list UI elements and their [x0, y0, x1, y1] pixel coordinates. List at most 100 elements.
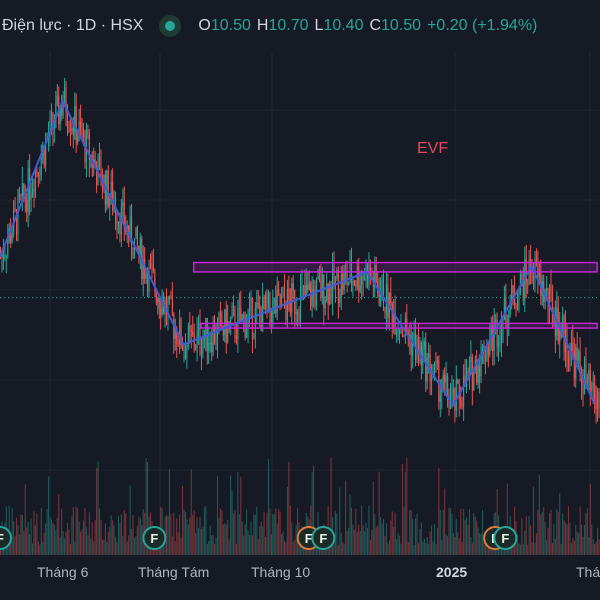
candle-body: [301, 286, 303, 290]
candle-body: [436, 360, 438, 363]
candle-body: [582, 386, 584, 394]
candle-body: [132, 249, 134, 259]
candle-body: [81, 127, 83, 137]
candle-body: [171, 298, 173, 315]
volume-bar: [167, 515, 169, 555]
candle-body: [294, 290, 296, 314]
symbol-title[interactable]: Điện lực · 1D · HSX: [2, 17, 144, 34]
volume-bar: [85, 527, 87, 555]
candle-body: [72, 127, 74, 133]
candle-body: [463, 375, 465, 407]
volume-bar: [384, 535, 386, 555]
candle-body: [326, 283, 328, 301]
volume-bar: [81, 529, 83, 555]
volume-bar: [33, 511, 35, 555]
candle-body: [479, 365, 481, 377]
volume-bar: [438, 467, 440, 555]
volume-bar: [20, 514, 22, 555]
volume-bar: [563, 520, 565, 555]
candle-body: [502, 319, 504, 341]
candle-body: [192, 332, 194, 334]
candle-body: [133, 238, 136, 259]
volume-bar: [333, 542, 335, 555]
candle-body: [302, 285, 304, 287]
volume-bar: [579, 506, 581, 555]
candle-body: [554, 316, 556, 336]
candle-body: [579, 351, 581, 370]
volume-bar: [546, 539, 548, 555]
candle-body: [123, 202, 125, 229]
candlestick-series: [0, 77, 600, 424]
volume-bar: [394, 512, 396, 555]
volume-bar: [311, 472, 313, 555]
candle-body: [71, 127, 73, 132]
candle-body: [391, 303, 393, 327]
volume-bar: [103, 540, 105, 555]
candle-body: [397, 328, 399, 332]
candle-body: [240, 308, 242, 322]
volume-bar: [61, 508, 63, 555]
volume-bar: [106, 541, 108, 555]
volume-bar: [372, 481, 374, 555]
candle-body: [36, 170, 38, 173]
volume-bar: [279, 511, 281, 555]
chart-annotation[interactable]: EVF: [417, 140, 449, 157]
volume-bar: [193, 510, 195, 555]
volume-bar: [299, 540, 302, 555]
volume-bar: [15, 517, 18, 555]
candle-body: [272, 300, 274, 325]
candle-body: [329, 284, 331, 305]
volume-bar: [294, 539, 296, 555]
volume-bar: [548, 512, 551, 555]
candle-body: [570, 342, 572, 356]
candle-body: [20, 195, 22, 197]
candle-body: [464, 375, 466, 387]
volume-bar: [66, 522, 69, 555]
candle-body: [512, 285, 514, 293]
candle-body: [224, 309, 226, 336]
zigzag-line: [0, 98, 596, 408]
candle-body: [202, 340, 204, 354]
volume-bar: [598, 539, 600, 555]
candle-body: [595, 402, 597, 410]
volume-bar: [375, 527, 377, 555]
event-marker-icon: [142, 526, 167, 550]
volume-bar: [29, 534, 31, 555]
volume-bar: [251, 535, 253, 555]
volume-bar: [285, 542, 287, 555]
volume-bar: [174, 541, 176, 555]
candle-body: [110, 181, 112, 199]
volume-bar: [355, 508, 357, 555]
volume-bar: [24, 484, 26, 555]
volume-bar: [570, 543, 572, 555]
resistance-zone: [192, 261, 598, 273]
candle-body: [82, 132, 85, 137]
candle-body: [503, 296, 505, 320]
candle-body: [145, 272, 147, 279]
low-value: 10.40: [323, 17, 364, 34]
candle-body: [594, 382, 596, 403]
candle-body: [152, 266, 154, 272]
candle-body: [385, 283, 387, 313]
candle-body: [589, 370, 591, 391]
candle-body: [476, 359, 478, 384]
candle-body: [263, 296, 265, 309]
candle-body: [232, 309, 235, 311]
candle-body: [318, 276, 320, 280]
volume-bar: [235, 544, 237, 555]
volume-bar: [420, 522, 422, 555]
volume-bar: [224, 523, 226, 555]
candle-body: [324, 300, 326, 309]
candle-body: [131, 216, 133, 250]
candle-body: [572, 342, 574, 351]
volume-bar: [218, 518, 220, 555]
close-value: 10.50: [381, 17, 422, 34]
candle-body: [481, 345, 484, 348]
volume-bar: [211, 535, 213, 555]
candle-body: [68, 127, 70, 130]
volume-bar: [276, 523, 278, 555]
volume-bar: [473, 512, 475, 555]
volume-bar: [374, 514, 376, 555]
volume-bar: [532, 486, 535, 555]
